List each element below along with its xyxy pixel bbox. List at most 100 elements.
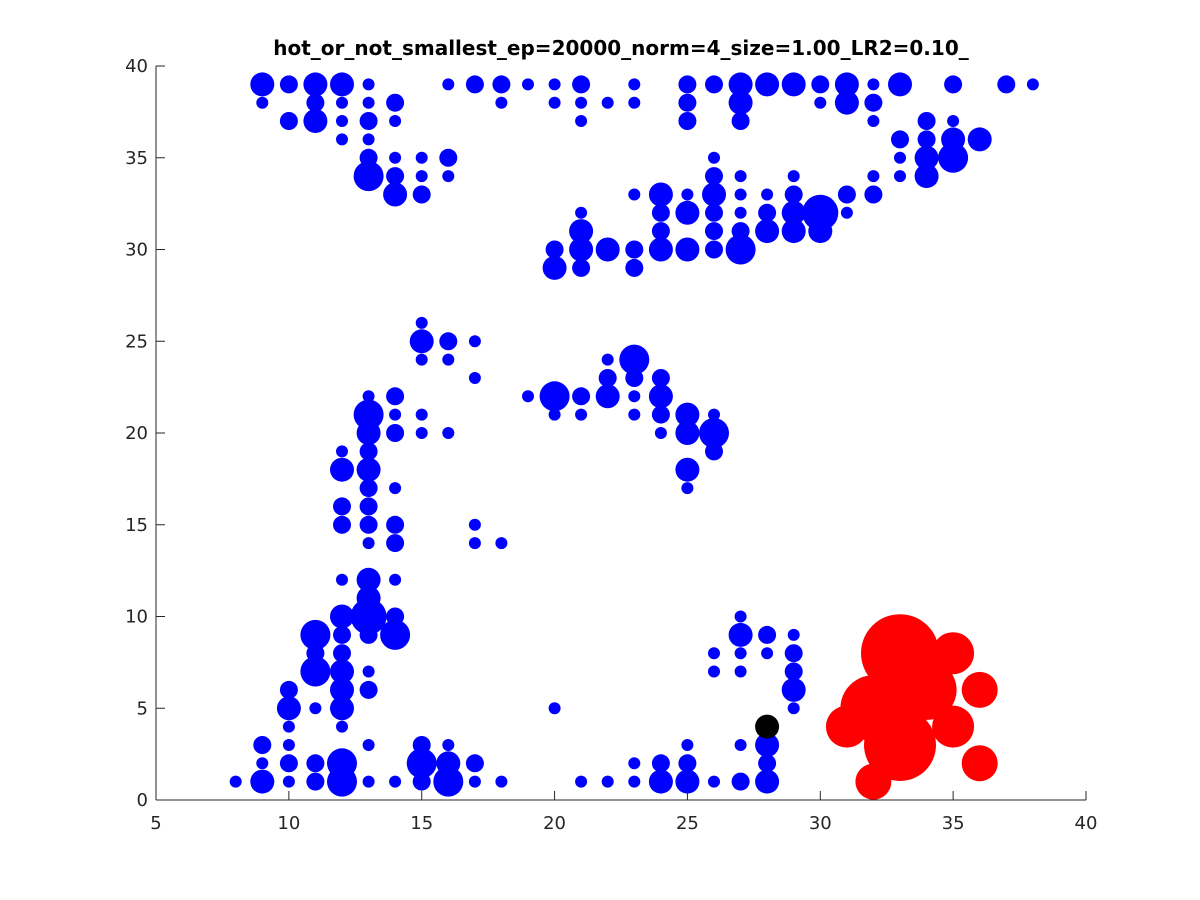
data-point-s0-142 <box>468 537 481 550</box>
data-point-s0-27 <box>442 170 455 183</box>
data-point-s1-5 <box>961 671 998 708</box>
data-point-s0-168 <box>276 696 301 721</box>
data-point-s0-90 <box>702 182 726 207</box>
data-point-s0-186 <box>362 665 375 678</box>
x-tick-label: 10 <box>277 813 300 834</box>
data-point-s0-96 <box>734 206 747 219</box>
data-point-s0-4 <box>303 72 328 97</box>
data-point-s0-5 <box>306 93 325 112</box>
data-point-s0-104 <box>781 200 806 225</box>
data-point-s0-94 <box>734 170 747 183</box>
data-point-s0-176 <box>333 625 351 644</box>
data-point-s0-234 <box>681 739 694 751</box>
data-point-s0-231 <box>628 775 641 788</box>
x-tick-label: 5 <box>150 813 161 834</box>
data-point-s0-216 <box>362 739 375 751</box>
data-point-s0-56 <box>888 72 912 97</box>
data-point-s0-141 <box>468 518 481 531</box>
data-point-s0-200 <box>787 628 800 641</box>
data-point-s0-195 <box>734 665 747 678</box>
data-point-s0-35 <box>575 96 588 109</box>
data-point-s0-45 <box>728 90 753 115</box>
y-tick-label: 40 <box>125 56 148 77</box>
data-point-s0-112 <box>415 316 428 329</box>
data-point-s0-46 <box>731 112 750 130</box>
data-point-s0-52 <box>834 90 859 115</box>
data-point-s0-208 <box>250 769 275 794</box>
data-point-s0-126 <box>359 442 378 461</box>
data-point-s0-177 <box>333 644 351 663</box>
data-point-s0-39 <box>628 96 641 109</box>
data-point-s0-93 <box>705 240 723 259</box>
data-point-s0-197 <box>708 665 720 678</box>
data-point-s0-143 <box>495 537 508 550</box>
data-point-s0-72 <box>542 255 567 280</box>
data-point-s0-110 <box>867 170 880 183</box>
data-point-s0-73 <box>575 206 588 219</box>
data-point-s0-170 <box>300 619 331 650</box>
data-point-s0-99 <box>761 188 774 201</box>
data-point-s0-175 <box>330 604 354 629</box>
data-point-s0-26 <box>439 148 458 167</box>
data-point-s0-58 <box>894 151 906 164</box>
data-point-s0-54 <box>864 93 883 112</box>
data-point-s0-87 <box>675 237 700 262</box>
data-point-s1-3 <box>896 659 957 720</box>
data-point-s0-238 <box>734 739 747 751</box>
x-axis-ticks: 5 10 15 20 25 30 35 40 <box>150 791 1097 834</box>
data-point-s0-153 <box>625 369 644 387</box>
data-point-s1-7 <box>932 705 975 748</box>
data-point-s0-124 <box>353 399 384 430</box>
data-point-s0-21 <box>383 182 408 207</box>
data-point-s0-182 <box>356 567 381 592</box>
data-point-s0-59 <box>894 170 906 183</box>
data-point-s0-137 <box>386 534 405 553</box>
data-point-s0-206 <box>253 736 272 754</box>
data-point-s0-61 <box>917 130 936 149</box>
data-point-s0-120 <box>330 457 354 482</box>
x-tick-label: 25 <box>676 813 699 834</box>
data-point-s0-65 <box>947 115 960 127</box>
data-point-s0-129 <box>359 497 378 516</box>
data-point-s0-194 <box>734 647 747 660</box>
data-point-s0-43 <box>705 75 723 94</box>
data-point-s0-81 <box>648 182 673 207</box>
y-axis-ticks: 0 5 10 15 20 25 30 35 40 <box>125 56 165 811</box>
data-point-s0-116 <box>442 353 455 366</box>
data-point-s0-127 <box>356 457 381 482</box>
data-point-s0-150 <box>598 369 617 387</box>
y-tick-label: 5 <box>137 698 148 719</box>
data-point-s0-239 <box>731 772 750 791</box>
data-point-s0-64 <box>944 75 963 94</box>
data-point-s0-51 <box>834 72 859 97</box>
data-point-s0-241 <box>758 754 777 773</box>
data-point-s0-83 <box>651 222 670 241</box>
data-point-s0-210 <box>279 754 298 773</box>
data-point-s0-134 <box>386 424 405 442</box>
data-point-s0-17 <box>386 93 405 112</box>
data-point-s0-151 <box>595 384 620 409</box>
data-point-s0-103 <box>784 185 803 204</box>
data-point-s0-235 <box>678 754 697 773</box>
data-point-s0-211 <box>282 775 295 788</box>
data-point-s0-230 <box>628 757 641 770</box>
data-point-s0-174 <box>336 573 348 586</box>
data-point-s0-1 <box>256 96 269 109</box>
data-point-s0-237 <box>708 775 720 788</box>
data-point-s0-100 <box>758 203 777 222</box>
data-point-s0-158 <box>651 405 670 424</box>
data-point-s0-70 <box>1026 78 1039 91</box>
data-point-s0-157 <box>648 384 673 409</box>
data-point-s0-2 <box>279 75 298 94</box>
data-point-s0-152 <box>619 344 650 375</box>
data-point-s0-169 <box>282 720 295 733</box>
data-point-s0-11 <box>362 78 375 91</box>
data-point-s0-92 <box>705 222 723 241</box>
data-point-s0-156 <box>651 369 670 387</box>
data-point-s0-144 <box>522 390 534 403</box>
data-point-s0-33 <box>548 96 561 109</box>
data-point-s0-74 <box>569 219 594 244</box>
data-point-s0-95 <box>734 188 747 201</box>
data-point-s0-213 <box>306 772 325 791</box>
data-point-s0-160 <box>675 402 700 427</box>
